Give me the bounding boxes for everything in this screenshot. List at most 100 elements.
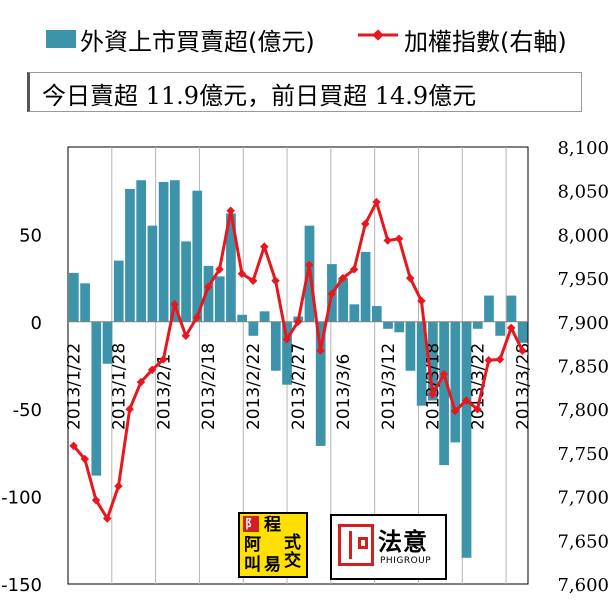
line-marker <box>428 390 437 399</box>
bar <box>214 276 225 322</box>
bar <box>405 321 416 371</box>
bar <box>383 321 393 329</box>
left-tick-label: 0 <box>31 313 42 334</box>
bar <box>484 295 494 322</box>
x-tick-label: 2013/3/28 <box>513 343 533 430</box>
line-marker <box>282 335 292 344</box>
x-tick-labels: 2013/1/22 2013/1/28 2013/2/1 2013/2/18 2013/… <box>65 343 534 430</box>
line-marker <box>91 495 101 505</box>
line-marker <box>484 356 493 365</box>
left-tick-label: 50 <box>19 225 42 246</box>
line-marker <box>361 219 370 229</box>
line-marker <box>462 396 471 405</box>
line-marker <box>506 323 516 333</box>
right-tick-label: 8,000 <box>557 225 609 246</box>
bar <box>506 295 517 322</box>
summary-box: 今日賣超 11.9億元，前日買超 14.9億元 <box>27 72 582 112</box>
bar <box>428 321 438 401</box>
bar <box>169 180 180 322</box>
logo-right-mark <box>338 524 374 566</box>
bar <box>192 190 203 322</box>
left-tick-label: -100 <box>1 488 42 509</box>
logo-left-char: 易 <box>264 555 281 575</box>
line-marker <box>450 406 460 416</box>
index-markers <box>69 197 527 523</box>
line-marker <box>248 276 258 285</box>
logo-left-char: 阿 <box>244 535 261 555</box>
right-tick-label: 7,900 <box>557 313 609 334</box>
line-marker <box>349 265 359 274</box>
bar <box>439 321 449 466</box>
x-tick-label: 2013/3/6 <box>334 354 354 430</box>
right-tick-label: 7,600 <box>557 575 609 596</box>
line-marker <box>181 331 191 341</box>
line-marker <box>114 481 123 491</box>
line-marker <box>304 260 314 270</box>
logo-right-name: 法意 <box>378 528 428 556</box>
bar <box>282 321 292 385</box>
x-tick-label: 2013/2/27 <box>289 343 309 430</box>
legend: 外資上市買賣超(億元) 加權指數(右軸) <box>0 0 611 62</box>
line-marker <box>439 369 449 379</box>
bar <box>270 321 281 371</box>
line-marker <box>170 300 179 309</box>
line-marker <box>271 276 280 285</box>
line-marker <box>473 404 482 414</box>
bar <box>259 311 270 322</box>
logo-left-mark: 阝 <box>243 516 259 532</box>
line-marker <box>316 346 325 355</box>
bar <box>315 321 326 446</box>
legend-line-swatch <box>358 29 398 41</box>
legend-line-label: 加權指數(右軸) <box>404 28 567 56</box>
bar <box>371 306 382 322</box>
right-tick-label: 8,100 <box>557 138 609 159</box>
line-marker <box>260 242 269 251</box>
line-marker <box>394 234 404 244</box>
logo-left-char: 叫 <box>244 555 261 575</box>
summary-text: 今日賣超 11.9億元，前日買超 14.9億元 <box>42 82 477 110</box>
bar <box>113 260 124 322</box>
bar <box>136 180 147 322</box>
bar <box>338 278 348 322</box>
logo-phigroup: 法意 PHIGROUP <box>330 514 447 580</box>
right-tick-label: 7,700 <box>557 488 609 509</box>
bar <box>181 241 191 322</box>
line-marker <box>226 206 235 216</box>
logo-left-char: 程 <box>264 515 281 535</box>
bar <box>450 321 461 443</box>
right-tick-label: 7,750 <box>557 444 609 465</box>
right-tick-label: 7,850 <box>557 357 609 378</box>
bar <box>158 181 169 322</box>
x-tick-label: 2013/3/22 <box>469 343 489 430</box>
bar <box>360 251 371 322</box>
line-marker <box>69 441 78 451</box>
bar <box>80 283 90 322</box>
bar <box>349 304 360 322</box>
x-tick-label: 2013/3/12 <box>379 343 399 430</box>
logo-right-sub: PHIGROUP <box>380 556 432 566</box>
logo-left-char: 交 <box>284 551 301 571</box>
bar <box>517 321 528 343</box>
right-tick-label: 7,950 <box>557 269 609 290</box>
bar <box>69 272 79 322</box>
line-marker <box>237 269 247 278</box>
right-tick-label: 8,050 <box>557 182 609 203</box>
line-marker <box>518 346 527 355</box>
right-tick-label: 7,650 <box>557 531 609 552</box>
bar <box>226 213 236 322</box>
x-tick-label: 2013/2/18 <box>199 343 219 430</box>
line-marker <box>293 317 303 327</box>
bar <box>248 321 259 336</box>
line-marker <box>147 365 157 375</box>
line-marker <box>204 282 213 292</box>
bar <box>461 321 472 558</box>
bar <box>472 321 483 329</box>
logo-left-char: 式 <box>284 533 301 553</box>
line-marker <box>383 236 392 245</box>
line-marker <box>159 355 168 364</box>
x-tick-label: 2013/1/22 <box>65 343 85 430</box>
legend-bar-label: 外資上市買賣超(億元) <box>80 28 315 56</box>
line-marker <box>495 355 505 364</box>
bar <box>237 314 248 322</box>
